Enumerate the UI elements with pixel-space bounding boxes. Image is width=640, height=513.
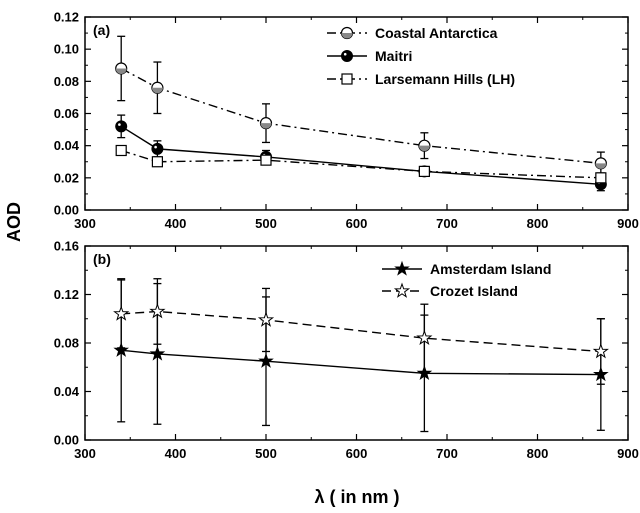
series-line [121,310,601,353]
data-point [592,342,609,359]
y-tick-label: 0.08 [54,74,79,89]
panel-label: (b) [93,251,111,267]
x-tick-label: 500 [255,446,277,461]
series-larsemann-hills-lh [115,144,607,184]
y-tick-label: 0.00 [54,203,79,218]
y-axis-title: AOD [4,202,24,242]
legend-label: Crozet Island [430,283,518,299]
data-point [151,156,163,168]
x-tick-label: 300 [74,446,96,461]
series-line [121,349,601,376]
data-point [149,345,166,361]
x-axis-title: λ ( in nm ) [315,487,400,507]
y-tick-label: 0.10 [54,42,79,57]
data-point [418,165,430,177]
y-tick-label: 0.06 [54,106,79,121]
data-point [258,352,274,368]
x-tick-label: 800 [527,446,549,461]
x-tick-label: 700 [436,216,458,231]
series-line [120,125,601,185]
y-tick-label: 0.12 [54,287,79,302]
data-point [151,142,164,155]
legend-label: Amsterdam Island [430,261,551,277]
legend-marker [393,282,411,298]
x-tick-label: 400 [165,446,187,461]
series-crozet-island [113,278,609,385]
data-point-fill [151,87,163,94]
data-point [113,305,130,321]
y-tick-label: 0.02 [54,170,79,185]
legend-marker-highlight [343,52,347,56]
y-tick-label: 0.08 [54,336,79,351]
y-tick-label: 0.16 [54,239,79,254]
x-tick-label: 400 [165,216,187,231]
data-point-fill [260,123,272,129]
x-tick-label: 500 [255,216,277,231]
panel-b: 300 400 500 600 700 800 900 0.00 0.04 0.08 0.12 0.1… [54,239,639,462]
x-tick-label: 800 [527,216,549,231]
legend: Amsterdam Island Crozet Island [382,260,551,299]
series-coastal-antarctica [115,35,607,176]
data-point-highlight [154,145,157,149]
legend-marker [341,73,353,85]
data-point [149,302,166,319]
panel-a: 300 400 500 600 700 800 900 0.00 0.02 0.04 0.06 0.0… [54,10,639,232]
legend-label: Larsemann Hills (LH) [375,71,515,87]
plot-frame [84,16,629,211]
legend-label: Maitri [375,48,412,64]
legend-marker [341,50,353,62]
series-amsterdam-island [113,278,609,433]
x-tick-label: 600 [346,446,368,461]
legend-label: Coastal Antarctica [375,25,498,41]
series-line [120,149,601,179]
data-point-fill [418,145,430,152]
data-point [595,172,607,184]
data-point [115,120,128,133]
series-line [120,67,601,165]
data-point [115,144,127,157]
legend: Coastal Antarctica Maitri Larsemann Hills … [327,25,515,87]
x-tick-label: 700 [436,446,458,461]
data-point-highlight [118,123,121,126]
x-tick-label: 900 [617,216,639,231]
data-point [416,329,433,346]
series-maitri [115,114,607,192]
y-tick-label: 0.12 [54,10,79,25]
x-tick-label: 600 [346,216,368,231]
data-point [257,311,275,327]
x-tick-label: 900 [617,446,639,461]
panel-label: (a) [93,22,110,38]
x-tick-label: 300 [74,216,96,231]
data-point-fill [595,163,607,169]
data-point-fill [115,68,127,74]
legend-marker [394,260,410,276]
data-point [113,342,130,357]
y-tick-label: 0.04 [54,384,80,399]
y-tick-label: 0.04 [54,138,80,153]
y-tick-label: 0.00 [54,433,79,448]
data-point [260,154,272,166]
legend-marker-fill [341,33,353,39]
